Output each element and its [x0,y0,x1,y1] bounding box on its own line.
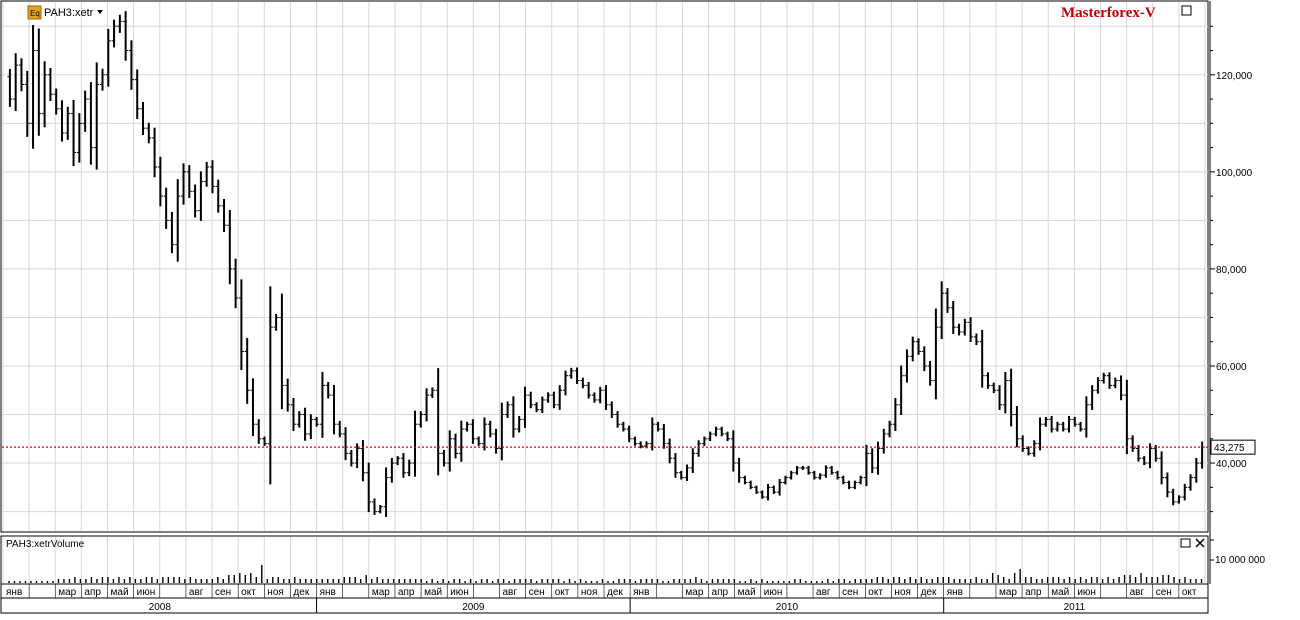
month-label: авг [816,587,831,598]
month-label: авг [189,587,204,598]
month-label: авг [1130,587,1145,598]
month-label: июн [1077,587,1096,598]
month-label: апр [84,587,101,598]
month-label: сен [529,587,545,598]
month-label: янв [947,587,963,598]
month-label: янв [320,587,336,598]
last-price-label: 43,275 [1214,443,1245,454]
month-label: янв [633,587,649,598]
volume-maximize-icon[interactable] [1180,538,1191,548]
month-label: ноя [581,587,598,598]
month-label: июн [137,587,156,598]
y-tick-label: 40,000 [1216,459,1247,470]
month-label: июн [450,587,469,598]
month-label: мар [372,587,390,598]
month-label: мар [58,587,76,598]
month-label: ноя [894,587,911,598]
maximize-icon[interactable] [1181,5,1192,16]
volume-tick-label: 10 000 000 [1215,555,1265,566]
year-label: 2009 [462,602,485,613]
month-label: июн [764,587,783,598]
brand-label: Masterforex-V [1061,5,1156,21]
symbol-icon [27,5,42,20]
chevron-down-icon [97,10,103,14]
month-label: сен [215,587,231,598]
month-label: апр [1025,587,1042,598]
month-label: сен [842,587,858,598]
month-label: авг [502,587,517,598]
y-tick-label: 120,000 [1216,71,1253,82]
last-price-box [1210,439,1256,455]
year-labels: 2008 2009 2010 2011 [149,598,1086,613]
month-label: май [738,587,756,598]
month-label: дек [293,587,309,598]
symbol-icon-glyph: Eq [30,9,40,18]
month-label: май [1051,587,1069,598]
symbol-label: PAH3:xetr [44,7,94,19]
y-tick-label: 60,000 [1216,362,1247,373]
month-label: янв [6,587,22,598]
month-label: апр [398,587,415,598]
month-label: дек [607,587,623,598]
year-label: 2008 [149,602,172,613]
month-label: май [111,587,129,598]
year-axis-strip [0,597,1209,614]
month-label: дек [921,587,937,598]
volume-series [8,565,1203,583]
year-label: 2010 [776,602,799,613]
month-label: окт [241,587,256,598]
month-label: май [424,587,442,598]
y-tick-label: 80,000 [1216,265,1247,276]
gridlines [2,2,1208,583]
symbol-selector[interactable]: Eq PAH3:xetr [27,5,103,20]
volume-close-icon[interactable] [1195,538,1205,548]
month-label: мар [685,587,703,598]
month-label: ноя [267,587,284,598]
month-label: окт [868,587,883,598]
month-label: окт [555,587,570,598]
month-label: сен [1156,587,1172,598]
month-label: апр [712,587,729,598]
month-label: мар [999,587,1017,598]
ohlc-series [7,11,1205,517]
month-label: окт [1182,587,1197,598]
volume-panel-label: PAH3:xetrVolume [6,539,85,550]
year-label: 2011 [1064,602,1086,613]
y-tick-label: 100,000 [1216,168,1253,179]
month-labels: янв мар апр май июн авг сен окт ноя дек янв мар апр м… [6,584,1197,598]
y-axis: 40,000 60,000 80,000 100,000 120,000 [1210,25,1253,513]
last-price-marker: 43,275 [1210,439,1256,455]
